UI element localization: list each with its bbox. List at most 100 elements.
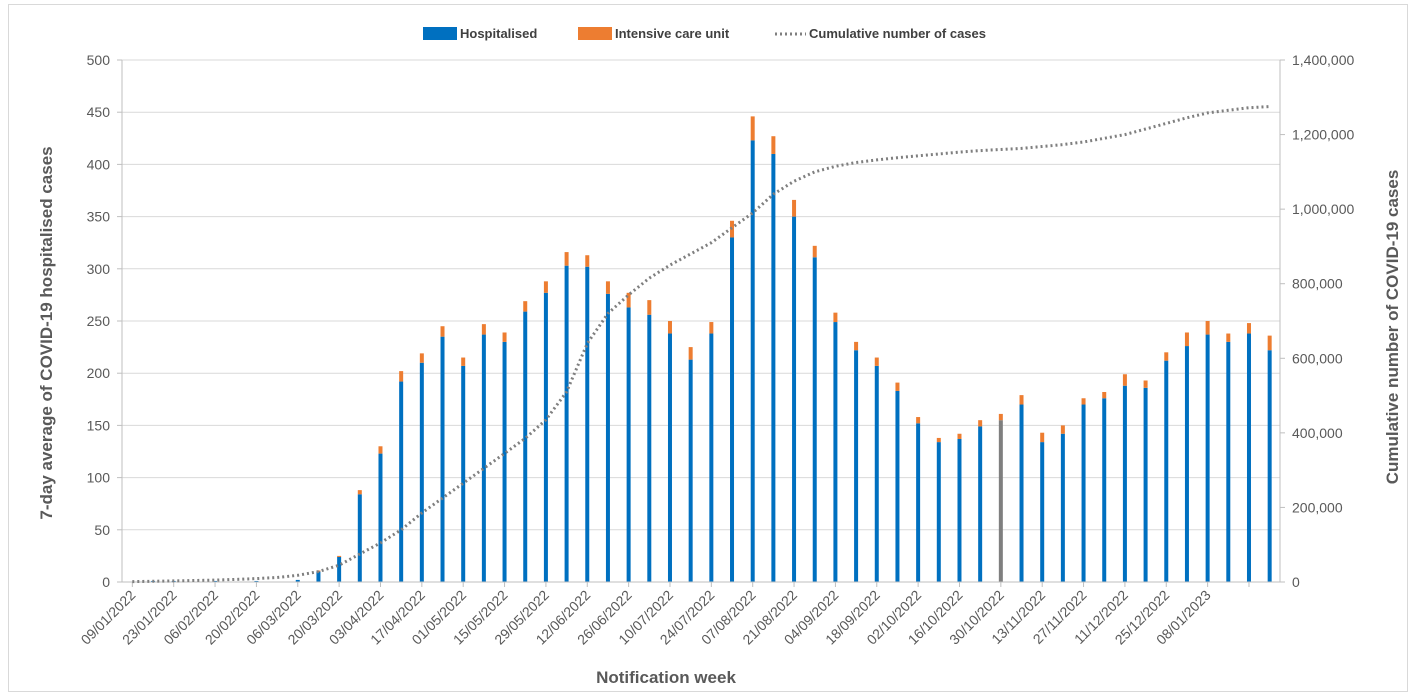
bar-hospitalised [1102, 398, 1107, 582]
bar-hospitalised [1143, 387, 1148, 582]
y2-tick-label: 0 [1292, 574, 1300, 590]
y2-tick-label: 1,000,000 [1292, 201, 1354, 217]
bar-icu [998, 413, 1003, 421]
bars [151, 116, 1272, 583]
bar-hospitalised [874, 365, 879, 582]
bar-hospitalised [895, 390, 900, 582]
bar-icu [1143, 380, 1148, 388]
y2-tick-label: 600,000 [1292, 350, 1343, 366]
y-axis-left: 0 50 100 150 200 250 300 350 400 450 500 [87, 52, 123, 590]
bar-hospitalised [213, 580, 218, 582]
bar-hospitalised [709, 333, 714, 582]
bar-hospitalised [337, 556, 342, 582]
y2-tick-label: 800,000 [1292, 276, 1343, 292]
bar-hospitalised [481, 334, 486, 582]
bar-icu [771, 136, 776, 154]
bar-hospitalised [1267, 350, 1272, 582]
bar-icu [440, 326, 445, 337]
bar-icu [1226, 333, 1231, 342]
bar-icu [916, 417, 921, 424]
bar-icu [895, 382, 900, 391]
bar-icu [419, 353, 424, 363]
bar-icu [605, 281, 610, 294]
bar-icu [1164, 352, 1169, 361]
bar-hospitalised [1060, 433, 1065, 582]
y-tick-label: 500 [87, 52, 111, 68]
legend-swatch-icu [578, 27, 612, 40]
y2-tick-label: 1,200,000 [1292, 127, 1354, 143]
bar-icu [1102, 391, 1107, 399]
bar-icu [543, 281, 548, 293]
cumulative-line-layer [132, 105, 1270, 584]
bar-hospitalised [1164, 360, 1169, 582]
bar-icu [481, 324, 486, 335]
bar-icu [750, 116, 755, 141]
y2-tick-label: 1,400,000 [1292, 52, 1354, 68]
y-tick-label: 50 [94, 522, 110, 538]
bar-icu [1267, 335, 1272, 351]
bar-icu [1019, 395, 1024, 405]
y-axis-right: 0 200,000 400,000 600,000 800,000 1,000,000 1,… [1279, 52, 1354, 590]
y2-tick-label: 400,000 [1292, 425, 1343, 441]
legend: Hospitalised Intensive care unit Cumulat… [423, 26, 986, 41]
bar-icu [585, 255, 590, 267]
bar-icu [399, 371, 404, 382]
bar-icu [1081, 398, 1086, 405]
bar-icu [626, 292, 631, 308]
bar-hospitalised [1081, 404, 1086, 582]
y-tick-label: 0 [102, 574, 110, 590]
bar-hospitalised [626, 307, 631, 582]
legend-swatch-hospitalised [423, 27, 457, 40]
legend-label-icu: Intensive care unit [615, 26, 730, 41]
y-axis-right-title: Cumulative number of COVID-19 cases [1383, 170, 1402, 485]
bar-hospitalised [1122, 385, 1127, 582]
bar-icu [523, 301, 528, 312]
chart-frame: 09/01/2022 23/01/2022 06/02/2022 20/02/2022… [8, 4, 1408, 692]
bar-hospitalised [854, 350, 859, 582]
bar-hospitalised [564, 265, 569, 582]
y-tick-label: 150 [87, 417, 111, 433]
bar-hospitalised [357, 494, 362, 582]
bar-icu [854, 341, 859, 351]
y-tick-label: 250 [87, 313, 111, 329]
y-tick-label: 100 [87, 470, 111, 486]
x-axis-title: Notification week [596, 668, 736, 687]
bar-hospitalised [461, 365, 466, 582]
bar-hospitalised [812, 257, 817, 582]
bar-hospitalised [771, 153, 776, 582]
bar-hospitalised [419, 362, 424, 582]
bar-icu [337, 555, 342, 557]
bar-hospitalised [523, 311, 528, 582]
bar-icu [1040, 432, 1045, 443]
bar-hospitalised [585, 266, 590, 582]
y-tick-label: 350 [87, 209, 111, 225]
bar-icu [378, 446, 383, 454]
bar-hospitalised [688, 359, 693, 582]
bar-icu [1060, 425, 1065, 434]
bar-icu [978, 420, 983, 427]
bar-icu [936, 437, 941, 443]
y-tick-label: 200 [87, 365, 111, 381]
y-axis-left-title: 7-day average of COVID-19 hospitalised c… [37, 146, 56, 519]
bar-icu [357, 490, 362, 495]
bar-icu [667, 321, 672, 334]
bar-hospitalised [792, 216, 797, 582]
bar-hospitalised [916, 423, 921, 582]
bar-hospitalised [295, 579, 300, 582]
bar-hospitalised [605, 293, 610, 582]
combo-chart: 09/01/202223/01/202206/02/202220/02/2022… [37, 26, 1402, 687]
bar-icu [564, 252, 569, 266]
bar-icu [1246, 323, 1251, 334]
bar-hospitalised [1040, 442, 1045, 582]
gridlines [122, 59, 1280, 531]
y-tick-label: 450 [87, 104, 111, 120]
bar-hospitalised [1184, 346, 1189, 582]
bar-hospitalised [998, 420, 1003, 582]
bar-hospitalised [667, 333, 672, 582]
bar-hospitalised [254, 580, 259, 582]
bar-hospitalised [957, 438, 962, 582]
y2-tick-label: 200,000 [1292, 499, 1343, 515]
bar-hospitalised [316, 571, 321, 582]
bar-hospitalised [1205, 334, 1210, 582]
bar-icu [502, 332, 507, 342]
